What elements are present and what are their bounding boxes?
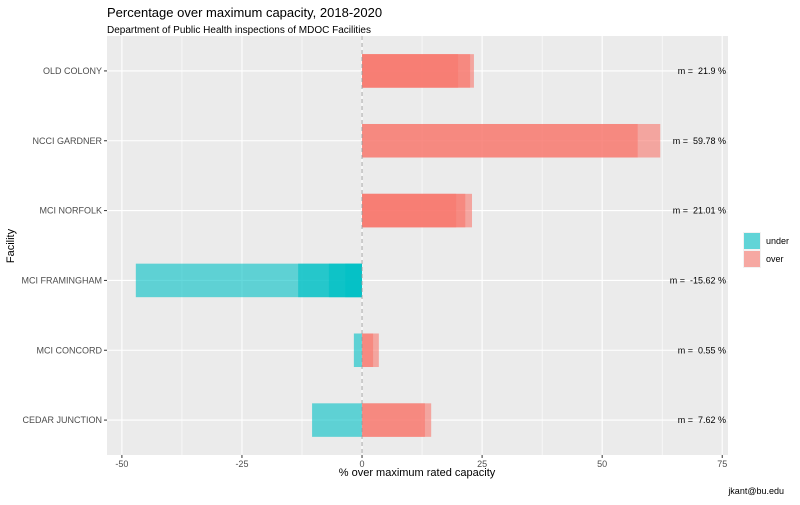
bar bbox=[362, 123, 661, 158]
bar bbox=[353, 333, 363, 368]
legend-label: under bbox=[766, 236, 789, 246]
bar bbox=[362, 54, 474, 88]
y-tick-label: OLD COLONY bbox=[43, 66, 102, 76]
annotation: m = 7.62 % bbox=[678, 415, 726, 425]
bar bbox=[362, 193, 473, 228]
y-tick-label: MCI FRAMINGHAM bbox=[22, 275, 103, 285]
legend-key bbox=[744, 251, 760, 267]
annotation: m = 0.55 % bbox=[678, 345, 726, 355]
y-axis-title: Facility bbox=[5, 228, 17, 263]
bar bbox=[345, 263, 363, 298]
annotation: m = 21.9 % bbox=[678, 66, 726, 76]
x-tick-label: 25 bbox=[477, 459, 487, 469]
x-tick-label: 50 bbox=[597, 459, 607, 469]
legend-key bbox=[744, 233, 760, 249]
x-tick-label: -50 bbox=[115, 459, 128, 469]
bar bbox=[312, 403, 363, 437]
x-tick-label: -25 bbox=[235, 459, 248, 469]
x-axis-title: % over maximum rated capacity bbox=[339, 467, 496, 479]
legend-label: over bbox=[766, 254, 784, 264]
annotation: m = -15.62 % bbox=[670, 275, 726, 285]
y-tick-label: MCI NORFOLK bbox=[39, 206, 102, 216]
annotation: m = 59.78 % bbox=[673, 136, 726, 146]
annotation: m = 21.01 % bbox=[673, 206, 726, 216]
y-tick-label: MCI CONCORD bbox=[37, 345, 103, 355]
y-tick-label: CEDAR JUNCTION bbox=[22, 415, 102, 425]
bar bbox=[362, 333, 379, 368]
x-tick-label: 75 bbox=[717, 459, 727, 469]
plot-panel bbox=[107, 36, 728, 455]
chart-subtitle: Department of Public Health inspections … bbox=[107, 25, 371, 36]
y-tick-label: NCCI GARDNER bbox=[32, 136, 102, 146]
chart-title: Percentage over maximum capacity, 2018-2… bbox=[107, 5, 382, 20]
caption: jkant@bu.edu bbox=[727, 486, 784, 496]
bar bbox=[362, 403, 432, 437]
x-tick-label: 0 bbox=[360, 459, 365, 469]
